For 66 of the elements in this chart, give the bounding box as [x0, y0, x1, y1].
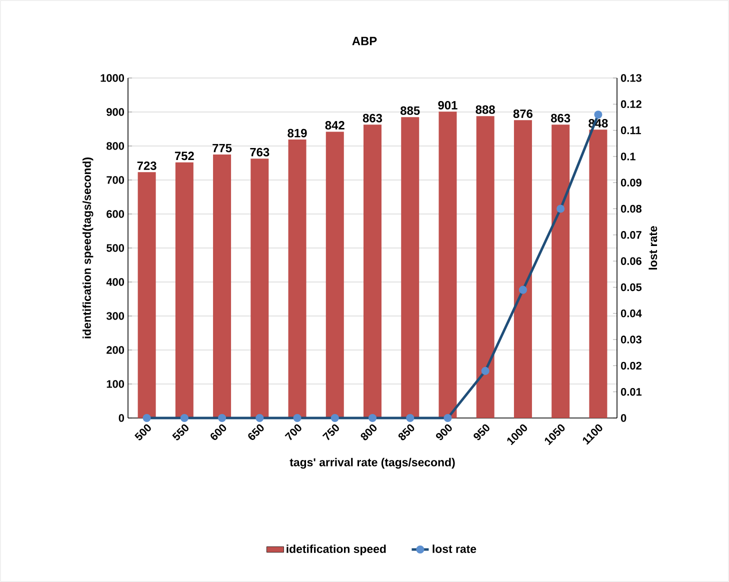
data-label: 876: [513, 109, 533, 118]
data-label: 763: [250, 148, 270, 156]
data-label: 842: [325, 121, 344, 130]
data-label: 888: [476, 105, 495, 114]
y-tick-label: 100: [106, 380, 124, 388]
y2-tick-label: 0.13: [620, 74, 642, 82]
y-tick-label: 300: [106, 312, 124, 320]
y2-tick-label: 0.08: [620, 204, 642, 213]
x-axis-title: tags' arrival rate (tags/second): [290, 458, 455, 469]
bar: [213, 154, 232, 418]
bar: [288, 140, 306, 418]
y-tick-label: 200: [106, 346, 124, 354]
y-tick-label: 800: [106, 142, 124, 150]
y2-tick-label: 0.1: [620, 152, 636, 160]
bar: [438, 112, 457, 418]
y2-tick-label: 0.05: [620, 283, 642, 292]
data-label: 752: [174, 152, 194, 160]
x-tick-label: 600: [210, 424, 226, 440]
y2-tick-label: 0.03: [620, 336, 642, 344]
y2-tick-label: 0.11: [620, 126, 641, 134]
legend-label: lost rate: [432, 544, 476, 553]
x-tick-label: 900: [436, 424, 452, 440]
x-tick-label: 500: [134, 424, 151, 440]
y2-tick-label: 0.09: [620, 178, 642, 186]
y-tick-label: 700: [106, 176, 124, 184]
data-label: 885: [400, 106, 420, 115]
x-tick-label: 550: [172, 424, 188, 440]
legend-label: idetification speed: [286, 544, 386, 556]
y2-tick-label: 0.02: [620, 362, 642, 370]
x-tick-label: 650: [248, 424, 264, 440]
y-tick-label: 500: [106, 244, 124, 252]
x-tick-label: 750: [322, 424, 339, 440]
y2-tick-label: 0.06: [620, 257, 642, 265]
y2-axis-title: lost rate: [648, 226, 658, 270]
y-tick-label: 900: [106, 108, 124, 116]
y-axis-title: identification speed(tags/second): [82, 158, 94, 338]
y2-tick-label: 0.04: [620, 310, 642, 318]
bar: [326, 132, 344, 418]
y2-tick-label: 0.01: [620, 388, 642, 396]
y-tick-label: 600: [106, 210, 124, 218]
x-tick-label: 950: [474, 424, 490, 440]
x-tick-label: 700: [284, 424, 302, 440]
data-label: 863: [362, 114, 382, 122]
data-label: 819: [288, 128, 307, 138]
data-label: 863: [550, 114, 570, 122]
bar: [364, 124, 382, 418]
y-tick-label: 400: [106, 278, 124, 286]
bar: [476, 116, 494, 418]
chart-title: ABP: [352, 36, 377, 46]
bar: [514, 120, 532, 418]
y2-tick-label: 0.12: [620, 100, 642, 108]
y2-tick-label: 0: [620, 414, 626, 422]
x-tick-label: 800: [360, 424, 377, 440]
y-tick-label: 1000: [100, 74, 124, 82]
bar: [138, 172, 156, 418]
y2-tick-label: 0.07: [620, 231, 642, 239]
bar: [250, 158, 269, 418]
bar: [175, 162, 194, 418]
bar: [401, 117, 420, 418]
bar: [552, 124, 570, 418]
x-tick-label: 850: [398, 424, 414, 440]
bar: [589, 130, 608, 418]
data-label: 775: [212, 144, 232, 152]
data-label: 901: [438, 100, 458, 110]
data-label: 723: [137, 162, 156, 170]
y-tick-label: 0: [118, 414, 124, 422]
